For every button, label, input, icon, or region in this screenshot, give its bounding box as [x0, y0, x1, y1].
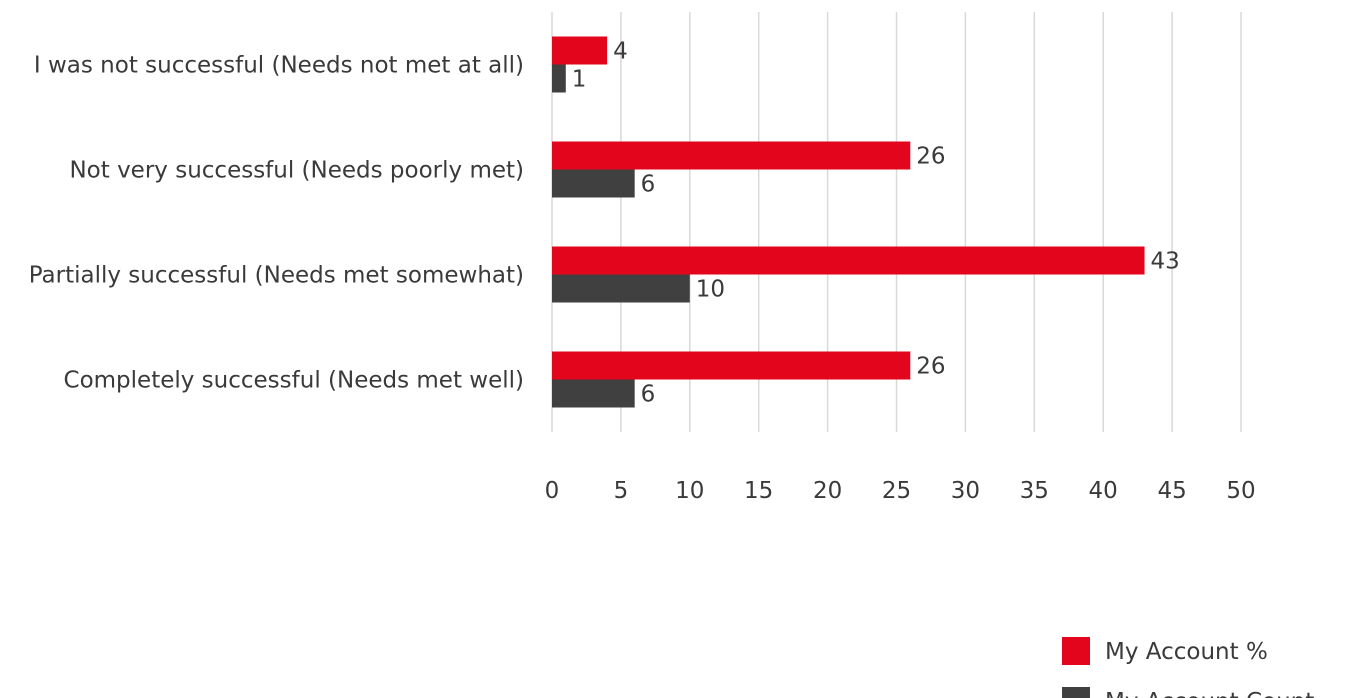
data-label: 43 — [1151, 249, 1180, 275]
x-tick-label: 50 — [1226, 478, 1255, 504]
data-label: 6 — [641, 172, 656, 198]
category-label: Not very successful (Needs poorly met) — [69, 158, 524, 184]
gridlines — [551, 12, 1242, 432]
data-labels: 41 26 6 43 10 26 6 — [572, 39, 1180, 408]
x-tick-label: 25 — [882, 478, 911, 504]
bars — [552, 36, 1145, 408]
legend-label: My Account Count — [1105, 689, 1314, 698]
x-tick-label: 10 — [675, 478, 704, 504]
legend-swatch — [1062, 687, 1090, 698]
x-tick-label: 15 — [744, 478, 773, 504]
bar-my-account-count — [552, 274, 690, 303]
bar-my-account-count — [552, 169, 635, 198]
data-label: 4 — [613, 39, 628, 65]
x-tick-label: 30 — [951, 478, 980, 504]
category-label: I was not successful (Needs not met at a… — [34, 53, 524, 79]
data-label: 6 — [641, 382, 656, 408]
x-tick-label: 45 — [1157, 478, 1186, 504]
legend: My Account % My Account Count — [1062, 637, 1314, 698]
bar-my-account-percent — [552, 246, 1145, 275]
x-tick-label: 5 — [614, 478, 629, 504]
data-label: 26 — [916, 144, 945, 170]
bar-my-account-count — [552, 64, 566, 93]
category-label: Completely successful (Needs met well) — [64, 368, 524, 394]
data-label: 26 — [916, 354, 945, 380]
legend-swatch — [1062, 637, 1090, 665]
data-label: 1 — [572, 67, 587, 93]
legend-label: My Account % — [1105, 639, 1268, 665]
x-axis-ticks: 0 5 10 15 20 25 30 35 40 45 50 — [545, 478, 1256, 504]
data-label: 10 — [696, 277, 725, 303]
category-label: Partially successful (Needs met somewhat… — [29, 263, 524, 289]
category-labels: I was not successful (Needs not met at a… — [29, 53, 524, 394]
x-tick-label: 0 — [545, 478, 560, 504]
bar-my-account-percent — [552, 351, 911, 380]
bar-my-account-count — [552, 379, 635, 408]
bar-my-account-percent — [552, 36, 608, 65]
x-tick-label: 35 — [1020, 478, 1049, 504]
x-tick-label: 40 — [1089, 478, 1118, 504]
bar-my-account-percent — [552, 141, 911, 170]
x-tick-label: 20 — [813, 478, 842, 504]
